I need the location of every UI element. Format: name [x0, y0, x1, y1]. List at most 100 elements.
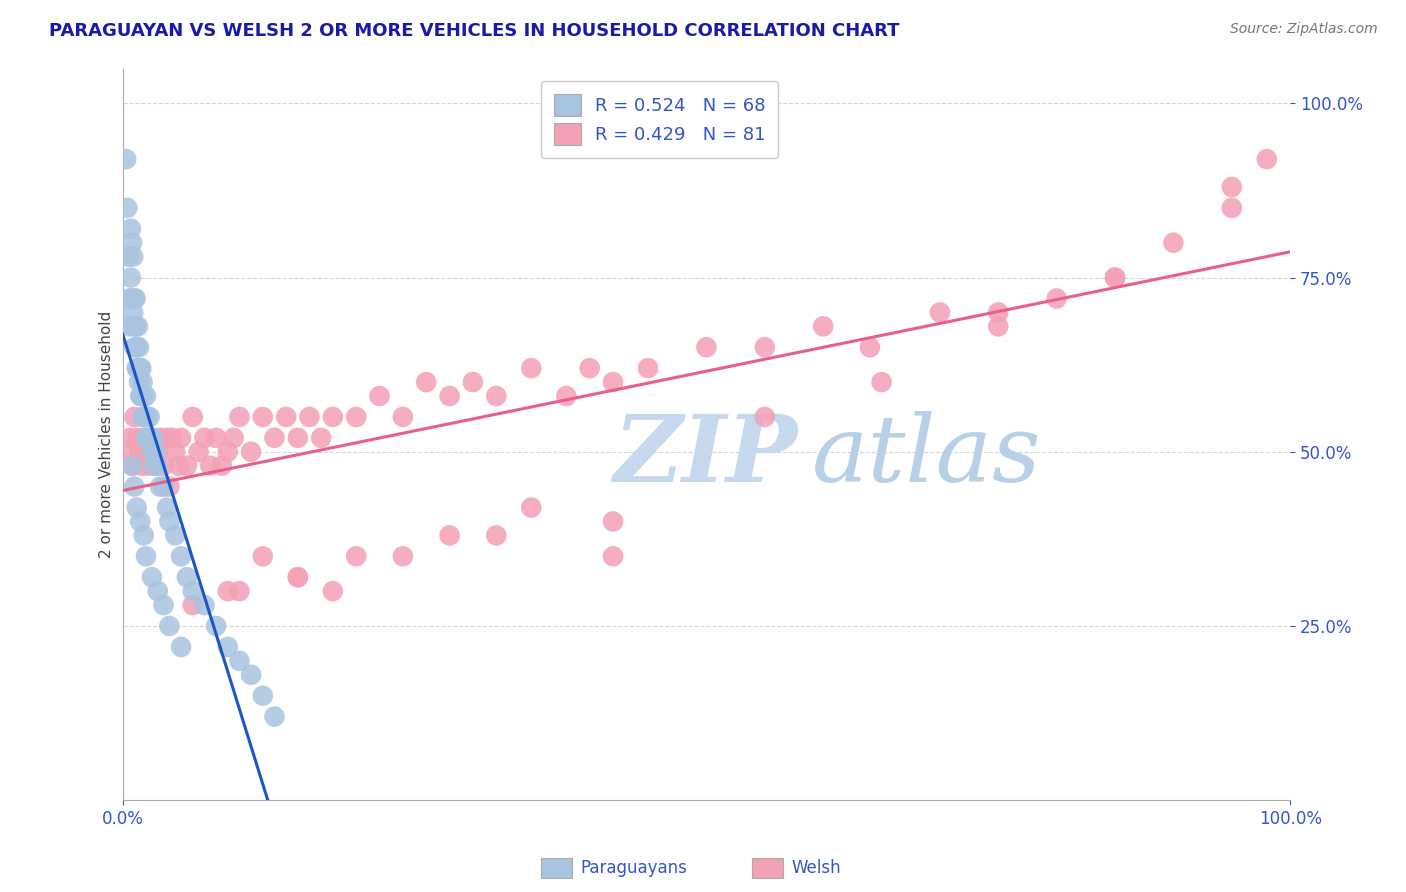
Point — [754, 340, 776, 354]
Point — [129, 389, 152, 403]
Point — [121, 458, 143, 473]
Point — [602, 549, 624, 564]
Point — [121, 235, 143, 250]
Point — [811, 319, 834, 334]
Point — [122, 250, 145, 264]
Point — [193, 431, 215, 445]
Point — [135, 549, 157, 564]
Point — [181, 598, 204, 612]
Point — [135, 444, 157, 458]
Point — [132, 409, 155, 424]
Point — [157, 515, 180, 529]
Point — [134, 409, 156, 424]
Point — [124, 319, 146, 334]
Point — [127, 319, 149, 334]
Point — [344, 549, 367, 564]
Point — [118, 292, 141, 306]
Point — [121, 292, 143, 306]
Point — [520, 500, 543, 515]
Point — [176, 458, 198, 473]
Point — [485, 528, 508, 542]
Point — [131, 361, 153, 376]
Point — [146, 458, 169, 473]
Point — [125, 361, 148, 376]
Point — [602, 375, 624, 389]
Point — [138, 409, 160, 424]
Point — [128, 444, 150, 458]
Point — [1256, 152, 1278, 166]
Point — [167, 458, 190, 473]
Point — [145, 458, 167, 473]
Point — [637, 361, 659, 376]
Point — [344, 409, 367, 424]
Point — [228, 584, 250, 599]
Point — [120, 270, 142, 285]
Point — [170, 431, 193, 445]
Point — [322, 584, 344, 599]
Point — [131, 375, 153, 389]
Point — [252, 689, 274, 703]
Point — [122, 305, 145, 319]
Text: atlas: atlas — [811, 411, 1040, 501]
Point — [217, 584, 239, 599]
Point — [135, 431, 157, 445]
Point — [131, 458, 153, 473]
Point — [252, 409, 274, 424]
Point — [205, 619, 228, 633]
Point — [1220, 201, 1243, 215]
Point — [156, 500, 179, 515]
Point — [118, 319, 141, 334]
Point — [217, 444, 239, 458]
Point — [170, 549, 193, 564]
Point — [118, 431, 141, 445]
Point — [165, 444, 187, 458]
Point — [141, 431, 163, 445]
Point — [149, 480, 172, 494]
Point — [124, 292, 146, 306]
Point — [211, 458, 233, 473]
Point — [181, 584, 204, 599]
Point — [117, 250, 139, 264]
Point — [152, 480, 174, 494]
Point — [240, 444, 263, 458]
Point — [1046, 292, 1069, 306]
Point — [125, 340, 148, 354]
Point — [117, 444, 139, 458]
Point — [200, 458, 222, 473]
Point — [124, 480, 146, 494]
Point — [987, 319, 1010, 334]
Point — [287, 431, 309, 445]
Point — [145, 444, 167, 458]
Point — [602, 515, 624, 529]
Text: Paraguayans: Paraguayans — [581, 859, 688, 877]
Point — [240, 667, 263, 681]
Point — [138, 458, 160, 473]
Point — [578, 361, 600, 376]
Point — [415, 375, 437, 389]
Point — [859, 340, 882, 354]
Point — [157, 619, 180, 633]
Point — [228, 654, 250, 668]
Point — [555, 389, 578, 403]
Point — [152, 598, 174, 612]
Point — [120, 221, 142, 235]
Point — [439, 528, 461, 542]
Point — [152, 458, 174, 473]
Point — [146, 444, 169, 458]
Text: Welsh: Welsh — [792, 859, 841, 877]
Point — [124, 319, 146, 334]
Point — [143, 458, 166, 473]
Point — [228, 409, 250, 424]
Point — [170, 640, 193, 654]
Point — [252, 549, 274, 564]
Point — [117, 201, 139, 215]
Point — [121, 458, 143, 473]
Point — [127, 361, 149, 376]
Point — [392, 549, 415, 564]
Text: PARAGUAYAN VS WELSH 2 OR MORE VEHICLES IN HOUSEHOLD CORRELATION CHART: PARAGUAYAN VS WELSH 2 OR MORE VEHICLES I… — [49, 22, 900, 40]
Point — [929, 305, 952, 319]
Point — [298, 409, 321, 424]
Point — [368, 389, 391, 403]
Point — [160, 431, 183, 445]
Point — [263, 709, 285, 723]
